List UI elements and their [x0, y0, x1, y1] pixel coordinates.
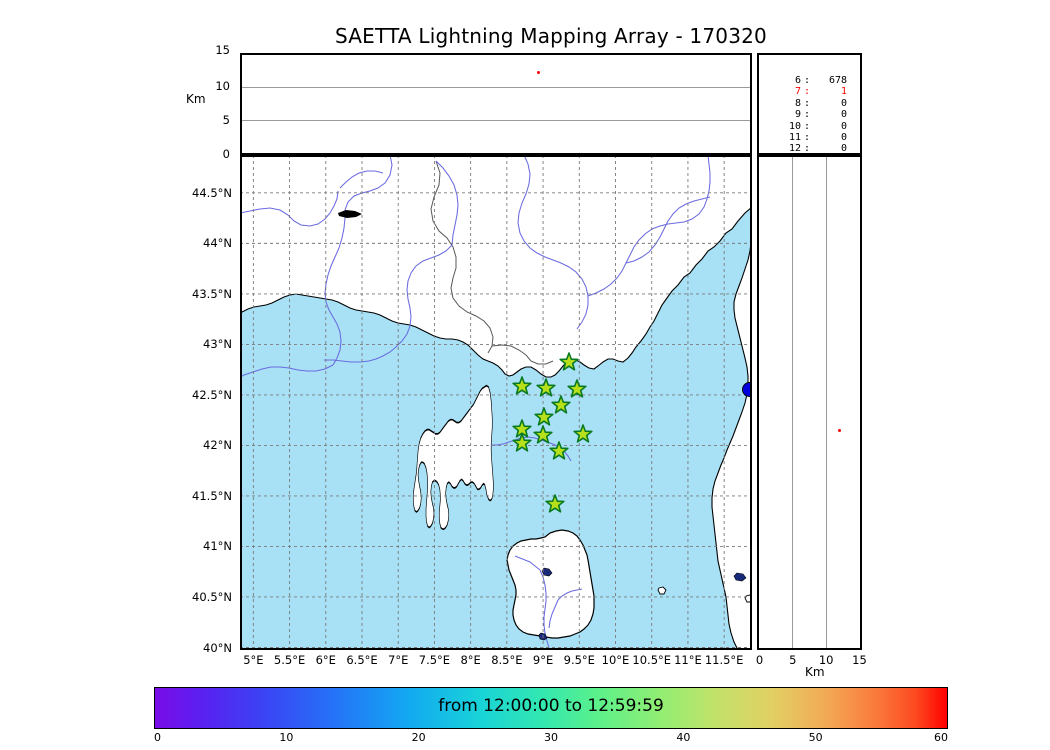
- legend-source-count: 0: [840, 97, 847, 109]
- tick-latitude: 41.5°N: [192, 488, 232, 503]
- tick-longitude: 5°E: [243, 653, 264, 667]
- colorbar-tick: 50: [808, 731, 823, 744]
- lma-station-marker: [534, 406, 554, 426]
- lma-station-marker: [512, 376, 532, 395]
- colorbar-tick: 60: [934, 731, 948, 744]
- tick-latitude: 43°N: [203, 337, 232, 352]
- legend-row: 8: 0: [767, 98, 847, 109]
- tick-longitude: 8.5°E: [491, 653, 523, 667]
- tick-km: 0: [755, 653, 764, 667]
- tick-longitude: 11.5°E: [704, 653, 744, 667]
- gridline-km-5: [792, 157, 794, 648]
- reference-location-marker: [741, 381, 750, 397]
- map-graphic: [242, 157, 750, 648]
- lma-station-marker: [559, 352, 580, 371]
- colorbar-tick: 0: [154, 731, 161, 744]
- legend-row: 10: 0: [767, 121, 847, 132]
- legend-station-count: 12: [788, 143, 801, 155]
- tick-km: 5: [789, 653, 797, 667]
- tick-latitude: 40°N: [203, 640, 232, 655]
- colorbar-gradient: [154, 687, 948, 729]
- tick-alt-5: 5: [222, 113, 230, 127]
- tick-alt-10: 10: [215, 79, 230, 93]
- lma-station-marker: [551, 394, 572, 414]
- right-panel-axis-label: Km: [805, 665, 825, 679]
- lma-station-marker: [567, 379, 587, 398]
- legend-source-count: 0: [840, 132, 847, 144]
- legend-station-count: 10: [788, 120, 801, 132]
- legend-separator: :: [803, 132, 811, 144]
- altitude-latitude-panel: [757, 155, 862, 650]
- map-panel: [240, 155, 752, 650]
- tick-alt-0: 0: [222, 147, 230, 161]
- tick-latitude: 42.5°N: [192, 387, 232, 402]
- tick-km: 10: [818, 653, 834, 667]
- tick-longitude: 6.5°E: [346, 653, 378, 667]
- legend-station-count: 11: [788, 132, 801, 144]
- legend-source-count: 1: [840, 86, 847, 98]
- colorbar-caption: from 12:00:00 to 12:59:59: [438, 696, 664, 716]
- legend-row: 7: 1: [767, 86, 847, 97]
- legend-row: 11: 0: [767, 132, 847, 143]
- tick-latitude: 40.5°N: [192, 589, 232, 604]
- tick-longitude: 10°E: [601, 653, 630, 667]
- tick-longitude: 10.5°E: [632, 653, 672, 667]
- lma-station-marker: [532, 425, 553, 444]
- legend-separator: :: [803, 143, 811, 155]
- legend-row: 12: 0: [767, 143, 847, 155]
- page-title: SAETTA Lightning Mapping Array - 170320: [335, 24, 767, 48]
- lightning-source-point: [837, 428, 841, 432]
- lightning-source-point: [536, 70, 540, 74]
- tick-longitude: 6°E: [315, 653, 336, 667]
- legend-station-count: 6: [794, 75, 801, 86]
- tick-latitude: 44°N: [203, 236, 232, 251]
- tick-alt-15: 15: [215, 43, 230, 57]
- tick-longitude: 8°E: [460, 653, 481, 667]
- tick-longitude: 9°E: [532, 653, 554, 667]
- tick-longitude: 11°E: [674, 653, 702, 667]
- lma-station-marker: [512, 433, 532, 452]
- tick-latitude: 43.5°N: [192, 286, 232, 301]
- colorbar-tick: 20: [411, 731, 426, 744]
- top-panel-axis-label: Km: [186, 92, 206, 106]
- gridline-alt-10: [242, 87, 750, 89]
- colorbar-tick: 30: [544, 731, 558, 744]
- legend-separator: :: [803, 75, 811, 86]
- tick-latitude: 41°N: [203, 539, 232, 554]
- colorbar: from 12:00:00 to 12:59:59 0 10 20 30 40 50 60: [154, 687, 948, 744]
- legend-station-count: 9: [794, 109, 801, 121]
- lma-station-marker: [536, 378, 556, 397]
- legend-row: 9: 0: [767, 109, 847, 120]
- legend-row: 6: 678: [767, 75, 847, 86]
- legend-station-count: 7: [794, 86, 801, 98]
- lma-station-marker: [573, 424, 593, 443]
- legend-separator: :: [803, 86, 811, 98]
- gridline-km-10: [825, 157, 827, 648]
- legend-separator: :: [803, 97, 811, 109]
- legend-source-count: 678: [828, 75, 847, 86]
- altitude-longitude-panel: [240, 53, 752, 155]
- gridline-alt-5: [242, 119, 750, 121]
- station-count-list: 6: 678 7: 1 8: 0 9: 0 10: 0 11: 0 12: 0: [767, 75, 847, 155]
- legend-station-count: 8: [794, 97, 801, 109]
- tick-longitude: 7.5°E: [418, 653, 451, 667]
- tick-longitude: 9.5°E: [563, 653, 595, 667]
- tick-km: 15: [852, 653, 867, 667]
- legend-source-count: 0: [840, 109, 847, 121]
- legend-source-count: 0: [840, 143, 847, 155]
- legend-separator: :: [803, 120, 811, 132]
- lma-station-marker: [548, 441, 569, 460]
- tick-longitude: 5.5°E: [273, 653, 306, 667]
- legend-separator: :: [803, 109, 811, 121]
- colorbar-tick: 40: [676, 731, 691, 744]
- station-count-legend: 6: 678 7: 1 8: 0 9: 0 10: 0 11: 0 12: 0: [757, 53, 862, 155]
- tick-longitude: 7°E: [388, 653, 409, 667]
- tick-latitude: 42°N: [203, 438, 232, 453]
- legend-source-count: 0: [840, 120, 847, 132]
- lma-station-marker: [545, 493, 565, 513]
- tick-latitude: 44.5°N: [192, 185, 232, 200]
- lma-station-marker: [512, 418, 532, 438]
- colorbar-tick: 10: [279, 731, 294, 744]
